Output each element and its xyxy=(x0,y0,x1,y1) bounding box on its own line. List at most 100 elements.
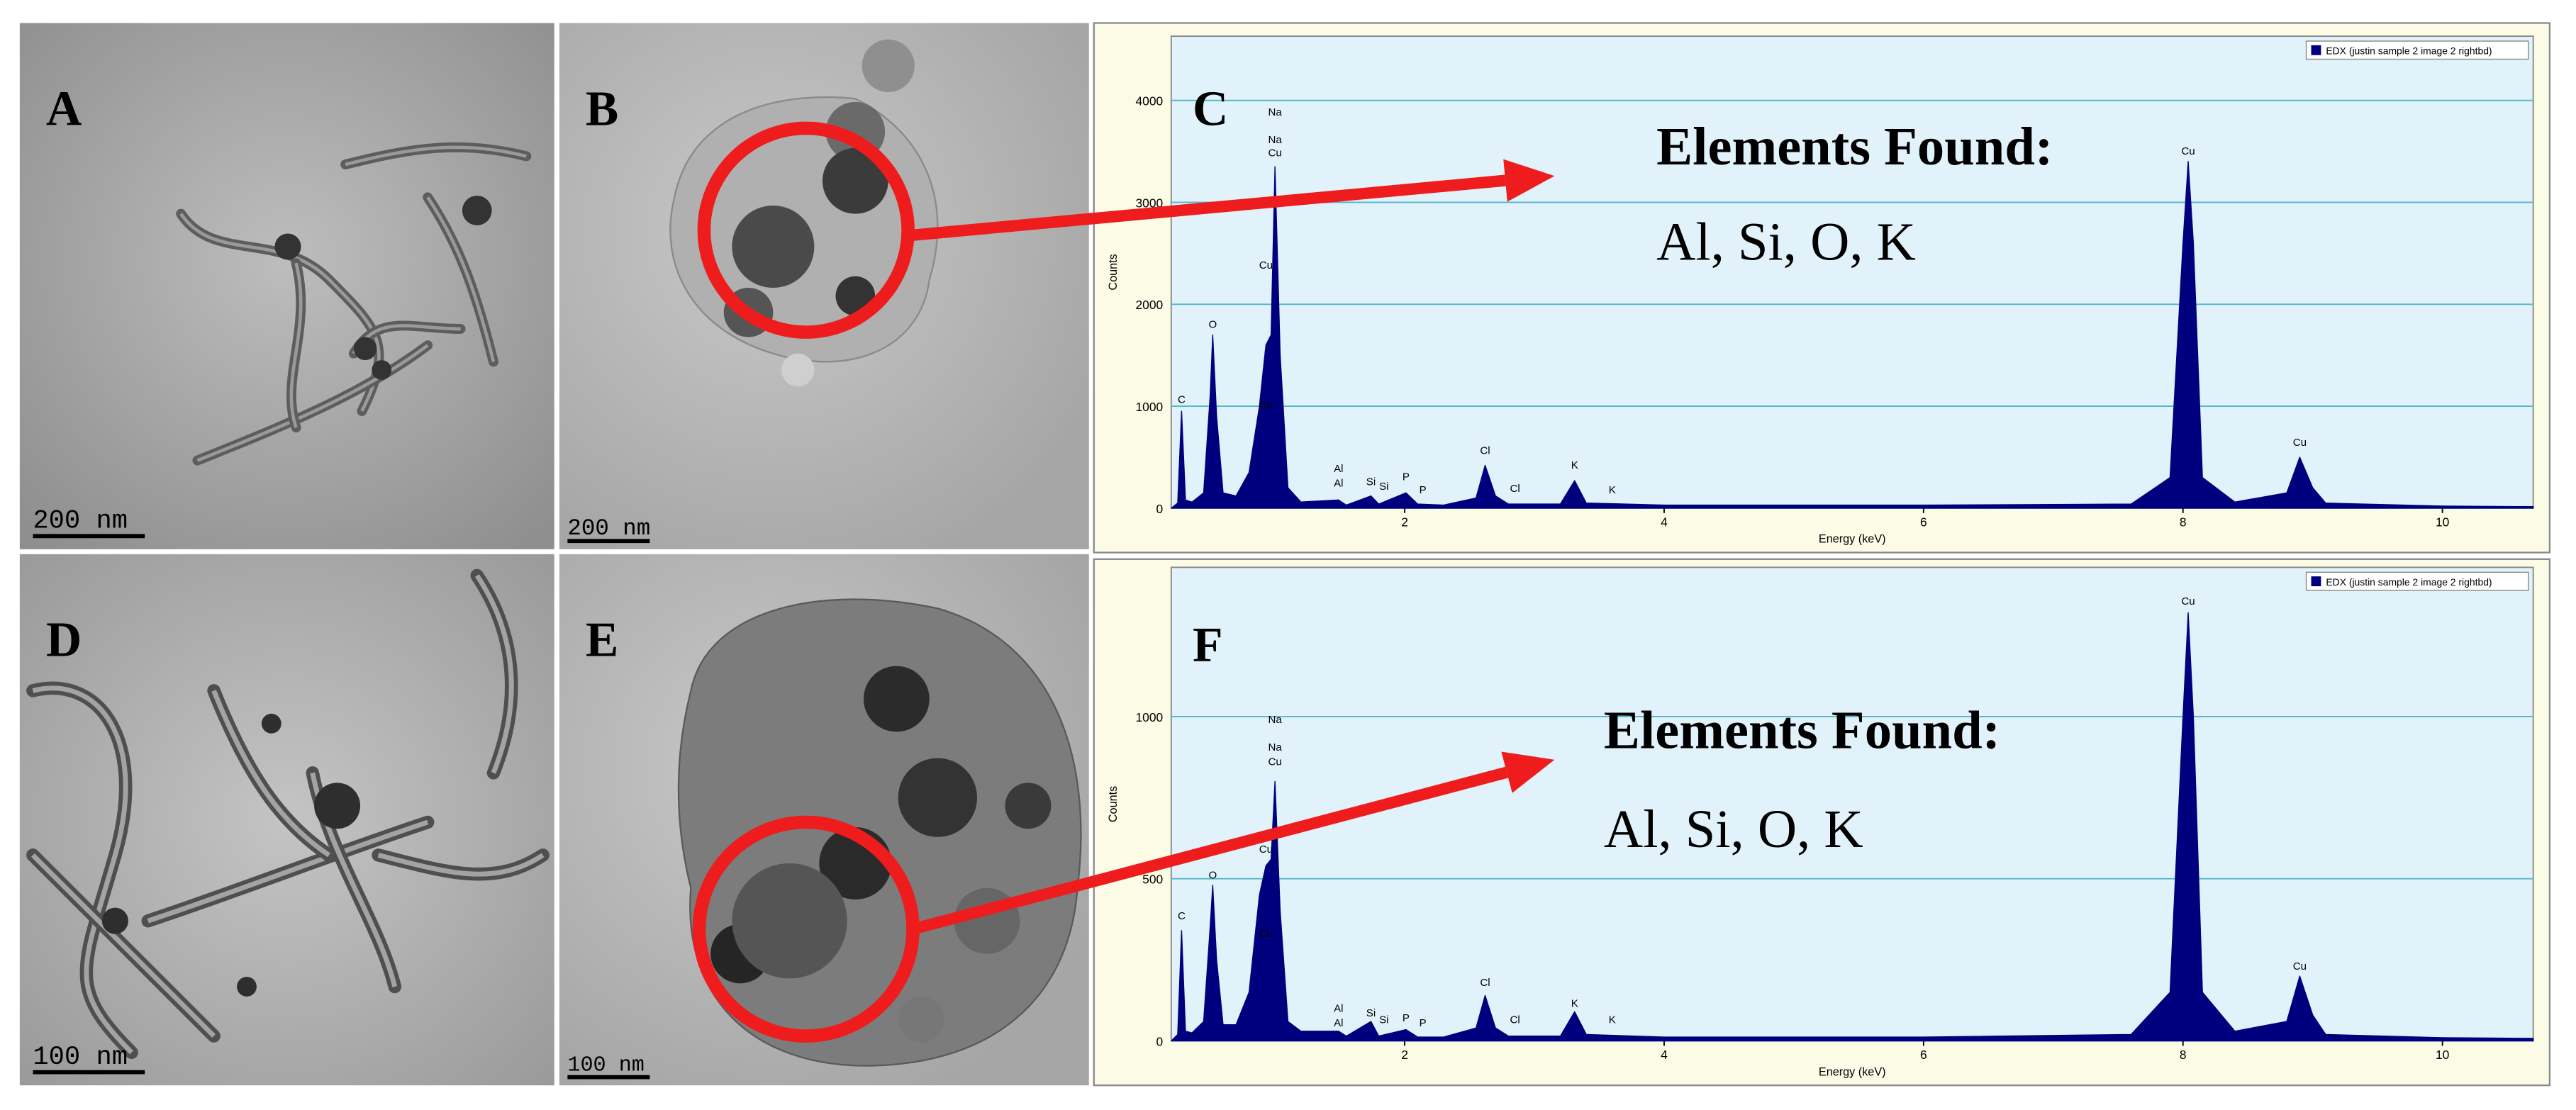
scale-bar-label: 200 nm xyxy=(33,507,128,537)
peak-label: K xyxy=(1609,484,1616,496)
y-tick-label: 3000 xyxy=(1136,196,1164,210)
panel-letter: F xyxy=(1193,618,1223,673)
particle xyxy=(732,206,815,288)
panel-letter: B xyxy=(586,82,618,136)
peak-label: Na xyxy=(1269,134,1283,146)
annotation: Al, Si, O, K xyxy=(1656,212,1916,272)
peak-label: Cu xyxy=(1269,147,1282,159)
spectrum xyxy=(1171,161,2534,509)
peak-label: Cu xyxy=(2293,960,2307,972)
peak-label: K xyxy=(1609,1014,1616,1026)
fiber-core xyxy=(30,853,216,1038)
particle xyxy=(863,666,930,732)
peak-label: Cu xyxy=(1269,756,1282,768)
annotation: Elements Found: xyxy=(1656,116,2053,176)
panel-letter: A xyxy=(46,82,82,136)
fiber-core xyxy=(147,819,429,924)
peak-label: P xyxy=(1420,484,1427,496)
peak-label: Cl xyxy=(1480,445,1490,457)
particle xyxy=(781,353,815,387)
particle xyxy=(101,907,128,934)
scale-bar-label: 100 nm xyxy=(33,1043,128,1072)
x-tick-label: 2 xyxy=(1401,1048,1408,1062)
highlight-circle xyxy=(697,121,915,339)
arrow-head xyxy=(1503,159,1555,202)
legend-box xyxy=(2305,571,2529,591)
x-axis-label: Energy (keV) xyxy=(1819,533,1886,546)
y-tick-label: 1000 xyxy=(1136,400,1164,414)
fiber-core xyxy=(196,344,429,462)
particle xyxy=(732,863,847,979)
y-tick-label: 2000 xyxy=(1136,298,1164,312)
particle xyxy=(1005,783,1052,829)
image-divider xyxy=(554,23,559,1086)
y-tick-label: 0 xyxy=(1156,502,1164,516)
peak-label: Si xyxy=(1366,1007,1376,1019)
peak-label: P xyxy=(1403,1012,1410,1024)
x-tick-label: 4 xyxy=(1661,515,1668,529)
peak-label: O xyxy=(1208,318,1217,330)
legend-swatch xyxy=(2311,576,2321,587)
particle xyxy=(822,147,888,214)
plot-area xyxy=(1170,35,2534,509)
y-tick-label: 0 xyxy=(1156,1035,1164,1049)
x-tick-label: 6 xyxy=(1920,515,1927,529)
legend-label: EDX (justin sample 2 image 2 rightbd) xyxy=(2326,576,2492,588)
scale-bar-label: 100 nm xyxy=(567,1053,645,1077)
legend-swatch xyxy=(2311,45,2321,55)
y-axis-label: Counts xyxy=(1107,786,1120,822)
fiber-core xyxy=(179,213,381,413)
peak-label: C xyxy=(1178,910,1186,922)
panel-letter: C xyxy=(1193,82,1228,136)
peak-label: Al xyxy=(1334,463,1343,475)
legend-label: EDX (justin sample 2 image 2 rightbd) xyxy=(2326,45,2492,57)
x-tick-label: 10 xyxy=(2436,515,2449,529)
peak-label: P xyxy=(1420,1017,1427,1029)
y-axis-label: Counts xyxy=(1107,254,1120,290)
fiber-core xyxy=(211,690,330,858)
y-tick-label: 500 xyxy=(1142,873,1163,887)
annotation: Elements Found: xyxy=(1604,700,2000,761)
particle xyxy=(237,977,257,997)
peak-label: Si xyxy=(1379,481,1388,493)
scale-bar-label: 200 nm xyxy=(567,515,650,542)
peak-label: Al xyxy=(1334,1017,1343,1029)
fiber-core xyxy=(32,685,134,1055)
x-axis-label: Energy (keV) xyxy=(1819,1065,1886,1078)
peak-label: P xyxy=(1403,471,1410,483)
x-tick-label: 6 xyxy=(1920,1048,1927,1062)
fiber-core xyxy=(345,145,527,167)
peak-label: Cu xyxy=(1259,843,1273,856)
x-tick-label: 2 xyxy=(1401,515,1408,529)
arrow-head xyxy=(1501,751,1555,793)
peak-label: Cl xyxy=(1480,977,1490,989)
x-tick-label: 8 xyxy=(2180,1048,2187,1062)
particle xyxy=(462,196,492,225)
particle xyxy=(372,360,392,380)
peak-label: Na xyxy=(1269,741,1283,753)
x-tick-label: 10 xyxy=(2436,1048,2449,1062)
arrow-shaft xyxy=(912,174,1506,241)
micrograph xyxy=(19,23,554,549)
peak-label: Cu xyxy=(2181,145,2195,157)
panel-letter: E xyxy=(586,613,618,668)
x-tick-label: 4 xyxy=(1661,1048,1668,1062)
particle xyxy=(898,996,944,1043)
peak-label: Cu xyxy=(2181,595,2195,607)
particle xyxy=(862,39,915,92)
peak-label: Cu xyxy=(2293,437,2307,449)
peak-label: Cu xyxy=(1259,259,1273,271)
peak-label: Cl xyxy=(1510,483,1520,495)
peak-label: Si xyxy=(1366,476,1376,488)
fiber-core xyxy=(426,196,496,362)
fiber-core xyxy=(289,262,303,428)
legend-box xyxy=(2305,40,2529,60)
particle xyxy=(314,783,361,829)
peak-label: K xyxy=(1571,459,1578,471)
cluster xyxy=(677,598,1082,1067)
arrow-shaft xyxy=(911,766,1509,935)
y-tick-label: 4000 xyxy=(1136,94,1164,108)
peak-label: Cu xyxy=(1259,399,1273,411)
